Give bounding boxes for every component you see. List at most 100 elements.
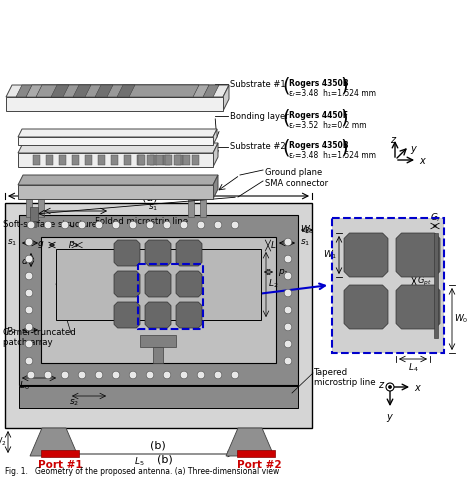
Circle shape bbox=[284, 340, 292, 348]
Circle shape bbox=[25, 340, 33, 348]
Bar bbox=[5, 203, 312, 428]
Text: (b): (b) bbox=[150, 440, 166, 450]
Text: Tapered
microstrip line: Tapered microstrip line bbox=[314, 368, 375, 387]
Text: $p_2$: $p_2$ bbox=[6, 325, 17, 336]
Polygon shape bbox=[145, 271, 171, 297]
Text: z: z bbox=[378, 380, 383, 390]
Text: SMA connector: SMA connector bbox=[265, 179, 328, 188]
Circle shape bbox=[163, 371, 171, 379]
Polygon shape bbox=[18, 153, 213, 167]
Bar bbox=[124, 155, 131, 165]
Text: ): ) bbox=[340, 139, 347, 158]
Polygon shape bbox=[95, 85, 113, 97]
Bar bbox=[19, 215, 298, 385]
Text: $s_1$: $s_1$ bbox=[148, 202, 158, 213]
Bar bbox=[150, 155, 157, 165]
Bar bbox=[188, 199, 194, 217]
Text: (a): (a) bbox=[142, 192, 158, 202]
Text: $p_1$: $p_1$ bbox=[278, 267, 289, 278]
Text: x: x bbox=[419, 156, 425, 166]
Bar bbox=[147, 155, 154, 165]
Circle shape bbox=[61, 371, 69, 379]
Polygon shape bbox=[18, 137, 213, 145]
Text: $L_5$: $L_5$ bbox=[134, 455, 144, 468]
Circle shape bbox=[25, 289, 33, 297]
Polygon shape bbox=[396, 285, 440, 329]
Text: (b): (b) bbox=[157, 455, 173, 465]
Polygon shape bbox=[36, 85, 199, 97]
Bar bbox=[156, 155, 163, 165]
Polygon shape bbox=[30, 428, 78, 456]
Bar bbox=[41, 237, 276, 363]
Circle shape bbox=[214, 371, 222, 379]
Circle shape bbox=[25, 272, 33, 280]
Circle shape bbox=[78, 371, 86, 379]
Bar bbox=[137, 155, 144, 165]
Bar bbox=[85, 155, 92, 165]
Text: $W_0$: $W_0$ bbox=[454, 313, 468, 325]
Bar bbox=[332, 218, 444, 353]
Polygon shape bbox=[226, 428, 274, 456]
Text: εᵣ=3.52  h₂=0.2 mm: εᵣ=3.52 h₂=0.2 mm bbox=[289, 121, 366, 130]
Bar bbox=[41, 450, 79, 457]
Text: y: y bbox=[386, 412, 392, 422]
Polygon shape bbox=[213, 175, 218, 199]
Bar bbox=[72, 155, 79, 165]
Circle shape bbox=[284, 255, 292, 263]
Bar bbox=[138, 264, 203, 329]
Circle shape bbox=[284, 306, 292, 314]
Bar bbox=[32, 221, 36, 227]
Text: $s_1$: $s_1$ bbox=[300, 238, 310, 248]
Text: $d$: $d$ bbox=[21, 255, 29, 266]
Circle shape bbox=[284, 289, 292, 297]
Circle shape bbox=[112, 221, 120, 229]
Circle shape bbox=[129, 221, 137, 229]
Polygon shape bbox=[145, 302, 171, 328]
Polygon shape bbox=[18, 129, 217, 137]
Polygon shape bbox=[6, 97, 223, 111]
Text: (: ( bbox=[282, 109, 290, 128]
Polygon shape bbox=[344, 233, 388, 277]
Circle shape bbox=[231, 371, 239, 379]
Circle shape bbox=[284, 238, 292, 246]
Polygon shape bbox=[26, 85, 209, 97]
Bar bbox=[200, 199, 206, 217]
Text: Via: Via bbox=[55, 134, 68, 143]
Bar bbox=[140, 335, 176, 347]
Circle shape bbox=[284, 272, 292, 280]
Text: $p_1$: $p_1$ bbox=[68, 240, 79, 251]
Text: $s_2$: $s_2$ bbox=[69, 398, 79, 409]
Text: $G_s$: $G_s$ bbox=[151, 180, 165, 194]
Polygon shape bbox=[213, 143, 218, 167]
Text: Ground plane: Ground plane bbox=[265, 168, 322, 177]
Circle shape bbox=[386, 383, 394, 391]
Bar bbox=[30, 207, 38, 221]
Circle shape bbox=[284, 357, 292, 365]
Circle shape bbox=[25, 238, 33, 246]
Polygon shape bbox=[176, 240, 202, 266]
Text: Port #2: Port #2 bbox=[237, 460, 281, 470]
Bar bbox=[46, 155, 53, 165]
Text: (: ( bbox=[282, 139, 290, 158]
Polygon shape bbox=[73, 85, 91, 97]
Bar bbox=[434, 233, 438, 338]
Circle shape bbox=[44, 221, 52, 229]
Bar bbox=[176, 155, 183, 165]
Circle shape bbox=[163, 221, 171, 229]
Polygon shape bbox=[114, 271, 140, 297]
Text: $W_1$: $W_1$ bbox=[323, 249, 337, 261]
Polygon shape bbox=[176, 302, 202, 328]
Bar bbox=[33, 155, 40, 165]
Bar bbox=[111, 155, 118, 165]
Polygon shape bbox=[117, 85, 135, 97]
Bar bbox=[19, 386, 298, 408]
Text: Substrate #2: Substrate #2 bbox=[230, 142, 286, 151]
Polygon shape bbox=[396, 233, 440, 277]
Text: $L_2$: $L_2$ bbox=[268, 278, 278, 290]
Bar bbox=[59, 155, 66, 165]
Circle shape bbox=[25, 255, 33, 263]
Text: Soft-surface structure: Soft-surface structure bbox=[3, 220, 97, 229]
Bar bbox=[98, 155, 105, 165]
Circle shape bbox=[44, 371, 52, 379]
Circle shape bbox=[25, 357, 33, 365]
